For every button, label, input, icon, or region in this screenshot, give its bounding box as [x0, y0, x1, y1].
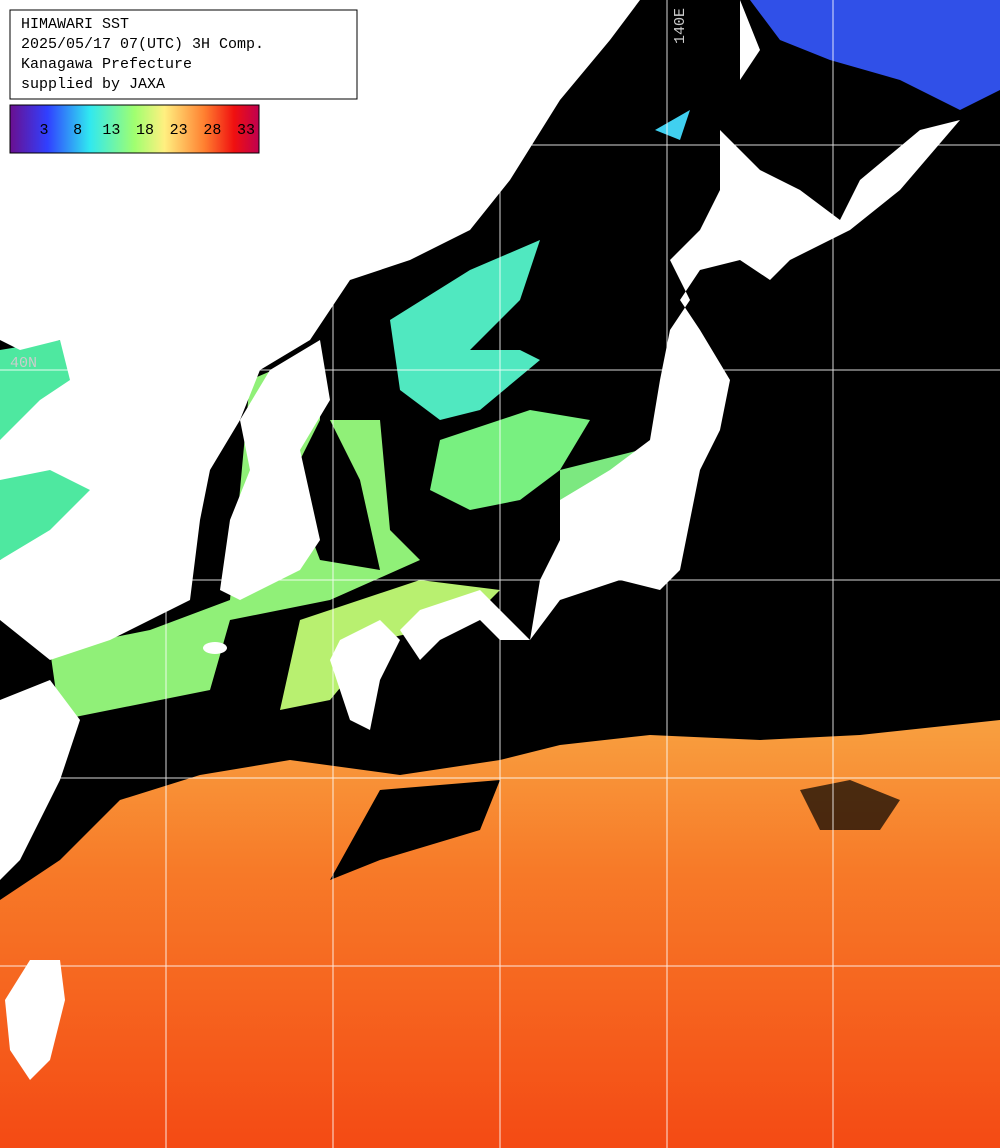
colorbar-tick-label: 28 — [203, 122, 221, 139]
cold-sea — [750, 0, 1000, 110]
cool-sea — [50, 350, 420, 720]
header: HIMAWARI SST 2025/05/17 07(UTC) 3H Comp. K… — [21, 16, 264, 93]
colorbar-tick-label: 3 — [39, 122, 48, 139]
cloud — [330, 780, 500, 880]
cloud — [800, 780, 900, 830]
cool-sea — [390, 240, 540, 420]
colorbar-ticks: 3 8 13 18 23 28 33 — [39, 122, 255, 139]
colorbar-tick-label: 13 — [102, 122, 120, 139]
land — [0, 0, 960, 1080]
colorbar-tick-label: 18 — [136, 122, 154, 139]
longitude-label: 140E — [672, 8, 689, 44]
header-line: 2025/05/17 07(UTC) 3H Comp. — [21, 36, 264, 53]
header-line: Kanagawa Prefecture — [21, 56, 192, 73]
header-line: supplied by JAXA — [21, 76, 165, 93]
latitude-label: 40N — [10, 355, 37, 372]
colorbar-tick-label: 23 — [170, 122, 188, 139]
colorbar-tick-label: 33 — [237, 122, 255, 139]
cold-sea — [655, 110, 690, 140]
colorbar — [9, 104, 260, 154]
colorbar-tick-label: 8 — [73, 122, 82, 139]
cool-sea — [430, 410, 590, 510]
header-line: HIMAWARI SST — [21, 16, 129, 33]
header-box — [9, 9, 358, 100]
